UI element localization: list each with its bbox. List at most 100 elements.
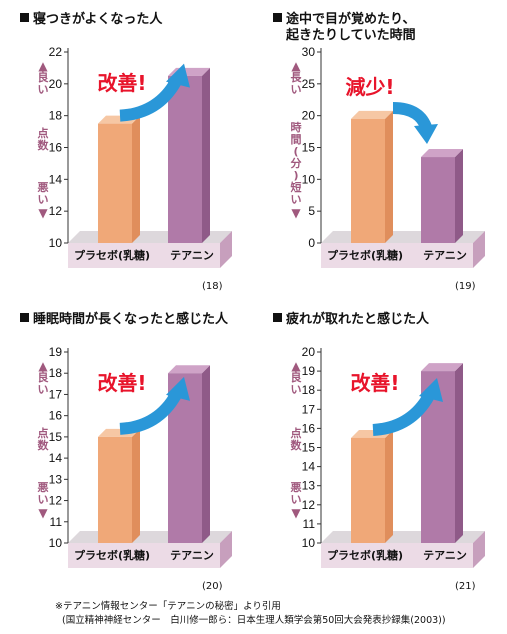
callout-text: 減少! [345,75,394,99]
bar-top [421,363,463,372]
down-arrow-icon: ▼ [291,506,301,520]
y-tick-label: 20 [49,77,63,91]
bar-side [202,365,210,543]
category-label: プラセボ(乳糖) [327,548,403,562]
bar-side [455,363,463,543]
improvement-arrow [372,389,437,436]
y-tick-label: 12 [302,498,316,512]
y-tick-label: 19 [302,364,316,378]
bar-side [385,429,393,543]
y-tick-label: 11 [303,517,316,531]
category-label: プラセボ(乳糖) [74,548,150,562]
label-char: ( [293,145,299,158]
chart-title-text: 寝つきがよくなった人 [33,12,163,27]
label-char: 良 [290,371,302,384]
up-arrow-icon: ▲ [38,359,48,373]
axis-label-bottom: 悪い [36,482,50,506]
figure-note: (21) [455,581,476,592]
chart-panel-wake-time: 途中で目が覚めたり、 起きたりしていた時間 0 5 10 15 20 25 30 プラセボ(乳糖)… [253,0,506,300]
y-tick-label: 12 [49,204,63,218]
y-tick-label: 13 [49,472,63,486]
label-char: い [37,83,49,96]
label-char: 数 [37,139,49,152]
chart-svg: 10 12 14 16 18 20 22 プラセボ(乳糖) テアニン 改善! [49,45,232,268]
improvement-arrow-head [419,377,443,402]
bar-side [202,67,210,243]
chart-title: 睡眠時間が長くなったと感じた人 [20,312,228,328]
figure-note: (18) [202,281,223,292]
category-label: テアニン [170,249,214,262]
bar-side [455,149,463,243]
chart-floor-front [68,543,220,568]
label-char: 長 [290,71,302,84]
y-tick-label: 30 [302,45,316,59]
y-tick-label: 12 [49,494,63,508]
y-tick-label: 10 [49,536,63,550]
label-char: い [290,383,302,396]
bar [351,118,385,243]
bar [421,157,455,243]
y-tick-label: 10 [49,236,63,250]
label-char: 時 [290,121,302,134]
label-char: い [290,493,302,506]
bar [98,436,132,543]
bar [351,437,385,543]
axis-label-top: 良い [36,72,50,96]
chart-title-text: 疲れが取れたと感じた人 [286,312,430,327]
axis-label-top: 良い [289,372,303,396]
y-tick-label: 18 [49,109,63,123]
y-tick-label: 17 [302,402,316,416]
up-arrow-icon: ▲ [291,359,301,373]
category-label: テアニン [423,249,467,262]
bar [168,75,202,243]
axis-label-middle: 点数 [36,128,50,152]
chart-title-text: 途中で目が覚めたり、 [286,12,416,27]
improvement-arrow [119,74,184,122]
footnote-line-2: (国立精神神経センター 白川修一郎ら：日本生理人類学会第50回大会発表抄録集(2… [62,615,446,626]
chart-floor-front [321,543,473,568]
chart-title: 疲れが取れたと感じた人 [273,312,429,328]
bar-side [132,428,140,543]
label-char: 数 [37,439,49,452]
chart-title-line2: 起きたりしていた時間 [286,28,416,43]
bar-top [351,110,393,119]
category-label: テアニン [170,549,214,562]
chart-floor-front [321,243,473,268]
callout-text: 改善! [97,371,146,395]
y-tick-label: 18 [302,383,316,397]
y-tick-label: 10 [302,536,316,550]
bar-top [421,149,463,158]
chart-floor-side [473,531,485,568]
category-label: プラセボ(乳糖) [327,248,403,262]
label-char: 悪 [37,481,49,494]
label-char: い [290,193,302,206]
axis-label-bottom: 悪い [36,182,50,206]
category-label: テアニン [423,549,467,562]
label-char: 点 [37,427,49,440]
label-char: 悪 [290,481,302,494]
title-bullet [20,13,29,22]
down-arrow-icon: ▼ [38,506,48,520]
y-tick-label: 16 [49,409,63,423]
label-char: 分 [290,157,302,170]
category-label: プラセボ(乳糖) [74,248,150,262]
improvement-arrow-head [166,63,190,88]
y-tick-label: 17 [49,387,63,401]
y-tick-label: 13 [302,479,316,493]
title-bullet [20,313,29,322]
y-tick-label: 5 [308,204,315,218]
label-char: い [37,193,49,206]
axis-label-middle: 点数 [36,428,50,452]
label-char: 短 [290,181,302,194]
bar-top [168,365,210,374]
label-char: い [37,383,49,396]
chart-svg: 10 11 12 13 14 15 16 17 18 19 20 プラセボ(乳糖) テアニン 改善! [302,345,485,568]
y-tick-label: 14 [49,172,63,186]
chart-floor-side [220,231,232,268]
y-tick-label: 15 [302,141,316,155]
up-arrow-icon: ▲ [291,59,301,73]
label-char: ) [293,169,299,182]
y-tick-label: 20 [302,345,316,359]
chart-title: 寝つきがよくなった人 [20,12,162,28]
up-arrow-icon: ▲ [38,59,48,73]
